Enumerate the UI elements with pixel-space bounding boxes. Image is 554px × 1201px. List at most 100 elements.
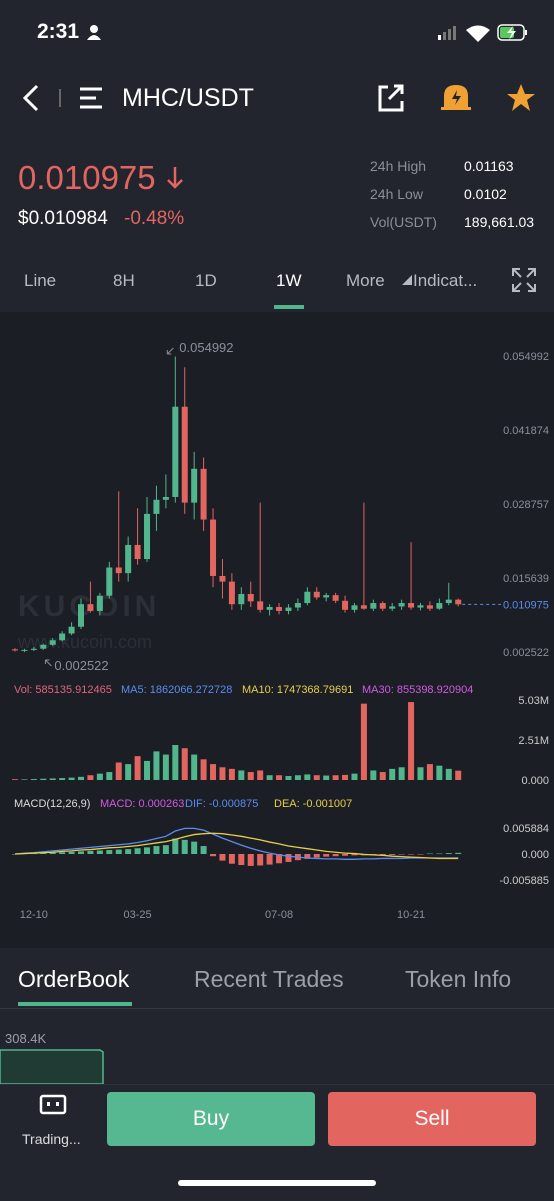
candle-body xyxy=(12,649,18,651)
legend-dea: DEA: -0.001007 xyxy=(274,798,352,810)
legend-macd: MACD: 0.000263 xyxy=(100,798,184,810)
volume-bar xyxy=(68,777,75,780)
trading-icon[interactable] xyxy=(38,1093,68,1119)
tab[interactable]: Line xyxy=(24,271,57,290)
volume-bar xyxy=(276,775,283,780)
stat-value: 0.0102 xyxy=(464,186,507,202)
share[interactable] xyxy=(378,84,404,112)
bottom-tab[interactable]: Recent Trades xyxy=(194,966,344,992)
macd-bar xyxy=(417,853,424,855)
macd-bar xyxy=(200,846,207,854)
macd-bar xyxy=(276,853,283,864)
tab[interactable]: Indicat... xyxy=(413,271,478,290)
volume-bar xyxy=(162,754,169,780)
candle-body xyxy=(436,603,443,609)
bottom-tab-active[interactable]: OrderBook xyxy=(18,966,130,992)
fullscreen[interactable] xyxy=(512,268,536,292)
chart: KUCOIN www.kucoin.com Vol: 585135.912465… xyxy=(12,340,549,921)
macd-bar xyxy=(219,853,226,861)
candle-body xyxy=(30,648,37,650)
tab[interactable]: 8H xyxy=(113,271,135,290)
tab-active[interactable]: 1W xyxy=(276,271,302,290)
macd-bar xyxy=(436,853,443,855)
last-price: 0.010975 xyxy=(18,159,156,196)
macd-bar xyxy=(323,853,330,857)
macd-tick-label: 0.005884 xyxy=(503,823,549,835)
volume-bar xyxy=(12,779,18,780)
candle-body xyxy=(49,640,56,645)
sell-button[interactable]: Sell xyxy=(328,1092,536,1146)
menu[interactable] xyxy=(80,87,102,109)
macd-bar xyxy=(12,853,18,855)
min-label: 0.002522 xyxy=(54,658,108,673)
volume-bar xyxy=(257,770,264,780)
separator xyxy=(0,1008,554,1009)
volume-tick-label: 5.03M xyxy=(518,695,549,707)
candle-body xyxy=(323,595,330,598)
volume-bar xyxy=(294,775,301,780)
favorite[interactable] xyxy=(507,84,535,111)
volume-bar xyxy=(87,775,94,780)
macd-bar xyxy=(247,853,254,866)
tab[interactable]: More xyxy=(346,271,385,290)
tab[interactable]: 1D xyxy=(195,271,217,290)
macd-bar xyxy=(408,853,415,855)
candle-body xyxy=(389,606,396,609)
candle-body xyxy=(266,606,273,610)
volume-bar xyxy=(445,768,452,780)
back[interactable] xyxy=(22,84,39,112)
volume-bar xyxy=(313,775,320,780)
macd-bar xyxy=(351,853,358,856)
volume-bar xyxy=(285,776,292,780)
macd-bar xyxy=(181,839,188,854)
volume-bar xyxy=(332,775,339,780)
candle-body xyxy=(417,605,424,608)
depth-area xyxy=(0,1049,104,1084)
legend-ma10: MA10: 1747368.79691 xyxy=(242,684,353,696)
candle-body xyxy=(87,604,94,611)
macd-bar xyxy=(115,849,122,854)
alert[interactable] xyxy=(441,85,471,110)
volume-bar xyxy=(436,765,443,780)
header-icons xyxy=(22,84,535,112)
candle-body xyxy=(426,605,433,609)
y-tick-label: 0.028757 xyxy=(503,499,549,511)
candle-body xyxy=(134,544,141,560)
volume-bar xyxy=(351,773,358,780)
candle-body xyxy=(115,567,122,574)
macd-bar xyxy=(238,853,245,866)
dea-line xyxy=(14,832,459,860)
volume-bar xyxy=(360,703,367,780)
macd-bar xyxy=(266,853,273,865)
candle-body xyxy=(219,575,226,582)
y-tick-label: 0.002522 xyxy=(503,647,549,659)
volume-bar xyxy=(219,767,226,780)
volume-bar xyxy=(134,756,141,780)
candle-body xyxy=(106,567,113,596)
candle-body xyxy=(181,406,188,503)
volume-bar xyxy=(106,772,113,780)
candle-body xyxy=(210,519,217,576)
y-tick-label: 0.054992 xyxy=(503,351,549,363)
macd-bar xyxy=(191,841,198,854)
macd-bar xyxy=(78,851,85,854)
candle-body xyxy=(21,649,28,651)
candle-body xyxy=(59,633,66,641)
candle-body xyxy=(294,603,301,608)
bottom-tab[interactable]: Token Info xyxy=(405,966,512,992)
volume-bar xyxy=(96,773,103,780)
buy-button[interactable]: Buy xyxy=(107,1092,315,1146)
volume-bar xyxy=(153,751,160,780)
candle-body xyxy=(342,600,349,610)
macd-tick-label: -0.005885 xyxy=(499,875,549,887)
candle-body xyxy=(68,626,75,634)
trading-label[interactable]: Trading... xyxy=(22,1131,81,1147)
y-tick-label: 0.015639 xyxy=(503,573,549,585)
candle-body xyxy=(78,604,85,627)
usd-price: $0.010984 xyxy=(18,208,108,229)
max-label: 0.054992 xyxy=(179,340,233,355)
y-tick-label: 0.041874 xyxy=(503,425,549,437)
macd-bar xyxy=(304,853,311,859)
arrow xyxy=(44,659,52,667)
macd-bar xyxy=(455,852,462,854)
